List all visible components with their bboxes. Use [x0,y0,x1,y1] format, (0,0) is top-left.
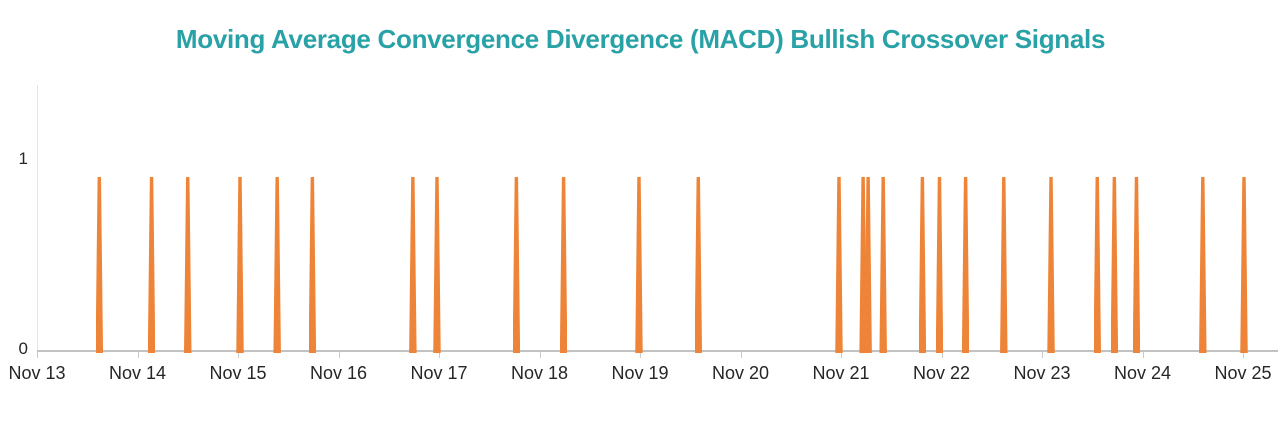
signal-spike [513,177,521,353]
x-tick-label: Nov 15 [209,363,267,383]
x-tick-mark [841,352,842,358]
signal-spike [433,177,441,353]
signal-spike [560,177,568,353]
x-tick-mark [137,352,139,358]
x-tick-mark [1042,352,1043,358]
x-tick-label: Nov 17 [410,363,468,383]
x-tick-mark [740,352,742,358]
signal-spike [695,177,703,353]
signal-spike [236,177,244,353]
signal-spike [835,177,843,353]
x-tick-label: Nov 18 [510,363,569,383]
x-tick-mark [1243,352,1244,358]
signal-spike [148,177,156,353]
x-axis-line [37,350,1278,352]
x-tick-mark [640,352,641,358]
x-tick-mark [941,352,943,358]
x-tick-label: Nov 13 [8,363,66,383]
x-tick-label: Nov 19 [611,363,669,383]
x-tick-label: Nov 14 [108,363,167,383]
x-tick-label: Nov 21 [812,363,870,383]
y-tick-label-0: 0 [18,339,28,358]
signal-spike [936,177,944,353]
x-tick-label: Nov 25 [1214,363,1272,383]
x-tick-mark [439,352,440,358]
signal-spike [879,177,887,353]
x-tick-label: Nov 24 [1113,363,1172,383]
x-tick-mark [238,352,239,358]
signal-spike [1047,177,1055,353]
x-tick-label: Nov 16 [309,363,368,383]
signal-spike [1000,177,1008,353]
signal-spike [635,177,643,353]
x-tick-mark [37,352,38,358]
signal-spike [96,177,104,353]
y-tick-label-1: 1 [18,149,28,168]
x-tick-mark [338,352,340,358]
signal-spike [919,177,927,353]
signal-spike [1111,177,1119,353]
x-tick-label: Nov 20 [711,363,770,383]
signal-spike [859,177,867,353]
y-axis-line [37,85,38,352]
x-tick-mark [539,352,541,358]
signal-spike [1094,177,1102,353]
signal-spike [864,177,872,353]
signal-spike [1240,177,1248,353]
signal-spike [1133,177,1141,353]
x-tick-mark [1142,352,1144,358]
signal-spike [1199,177,1207,353]
x-tick-label: Nov 22 [912,363,971,383]
signal-spike [962,177,970,353]
x-tick-label: Nov 23 [1013,363,1071,383]
signal-spike [309,177,317,353]
signal-spike [409,177,417,353]
signal-spike [184,177,192,353]
signal-spike [273,177,281,353]
chart-title: Moving Average Convergence Divergence (M… [175,24,1106,54]
